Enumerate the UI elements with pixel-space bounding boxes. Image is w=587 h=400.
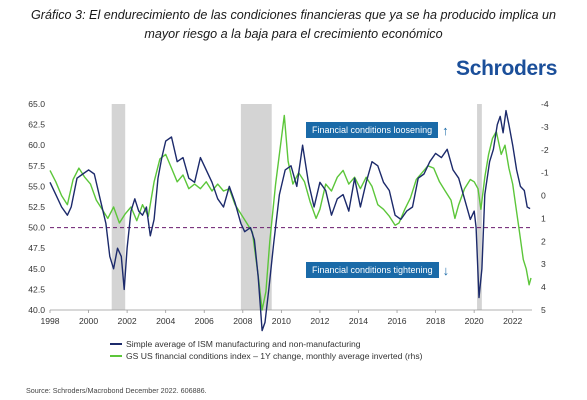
- right-axis-ticks: -4 -3 -2 -1 0 1 2 3 4 5: [541, 99, 549, 315]
- down-arrow-icon: ↓: [442, 262, 450, 278]
- left-axis-ticks: 65.0 62.5 60.0 57.5 55.0 52.5 50.0 47.5 45.0 42.5…: [28, 99, 45, 315]
- x-tick-label: 2012: [310, 316, 329, 326]
- legend-label-gs: GS US financial conditions index – 1Y ch…: [126, 351, 423, 361]
- series-line-ism: [49, 109, 531, 332]
- annotation-tightening-label: Financial conditions tightening: [306, 262, 439, 278]
- chart-heading: Gráfico 3: El endurecimiento de las cond…: [0, 6, 587, 44]
- left-tick-label: 62.5: [28, 120, 45, 130]
- right-tick-label: -4: [541, 99, 549, 109]
- x-tick-label: 2014: [349, 316, 368, 326]
- annotation-tightening: Financial conditions tightening ↓: [306, 262, 449, 278]
- heading-line-2: mayor riesgo a la baja para el crecimien…: [144, 27, 443, 41]
- right-tick-label: -2: [541, 145, 549, 155]
- left-tick-label: 40.0: [28, 305, 45, 315]
- x-tick-label: 2000: [79, 316, 98, 326]
- legend-swatch-gs: [110, 355, 122, 357]
- x-tick-label: 2016: [387, 316, 406, 326]
- legend-item-gs: GS US financial conditions index – 1Y ch…: [110, 350, 423, 362]
- left-tick-label: 57.5: [28, 161, 45, 171]
- series-lines: [49, 109, 532, 332]
- right-tick-label: -1: [541, 168, 549, 178]
- chart-legend: Simple average of ISM manufacturing and …: [110, 338, 423, 362]
- right-tick-label: 0: [541, 191, 546, 201]
- legend-swatch-ism: [110, 343, 122, 345]
- x-tick-label: 2002: [118, 316, 137, 326]
- schroders-logo: Schroders: [456, 57, 558, 80]
- right-tick-label: 4: [541, 282, 546, 292]
- x-tick-label: 2004: [156, 316, 175, 326]
- right-tick-label: -3: [541, 122, 549, 132]
- right-tick-label: 2: [541, 236, 546, 246]
- x-tick-label: 2022: [503, 316, 522, 326]
- left-tick-label: 45.0: [28, 264, 45, 274]
- axis-grid: [50, 227, 532, 311]
- left-tick-label: 60.0: [28, 140, 45, 150]
- left-tick-label: 55.0: [28, 181, 45, 191]
- left-tick-label: 52.5: [28, 202, 45, 212]
- x-tick-label: 2006: [195, 316, 214, 326]
- recession-band-2: [477, 104, 482, 310]
- x-tick-label: 2010: [272, 316, 291, 326]
- left-tick-label: 65.0: [28, 99, 45, 109]
- up-arrow-icon: ↑: [442, 122, 449, 138]
- legend-label-ism: Simple average of ISM manufacturing and …: [126, 339, 361, 349]
- x-tick-label: 2018: [426, 316, 445, 326]
- x-tick-label: 1998: [40, 316, 59, 326]
- right-tick-label: 5: [541, 305, 546, 315]
- left-tick-label: 47.5: [28, 243, 45, 253]
- x-axis-ticks: 1998 2000 2002 2004 2006 2008 2010 2012 2014 2016…: [40, 310, 522, 326]
- source-note: Source: Schroders/Macrobond December 202…: [26, 386, 207, 395]
- left-tick-label: 50.0: [28, 223, 45, 233]
- heading-line-1: Gráfico 3: El endurecimiento de las cond…: [30, 8, 557, 22]
- x-tick-label: 2008: [233, 316, 252, 326]
- annotation-loosening-label: Financial conditions loosening: [306, 122, 439, 138]
- right-tick-label: 3: [541, 259, 546, 269]
- legend-item-ism: Simple average of ISM manufacturing and …: [110, 338, 423, 350]
- annotation-loosening: Financial conditions loosening ↑: [306, 122, 449, 138]
- left-tick-label: 42.5: [28, 284, 45, 294]
- right-tick-label: 1: [541, 213, 546, 223]
- x-tick-label: 2020: [465, 316, 484, 326]
